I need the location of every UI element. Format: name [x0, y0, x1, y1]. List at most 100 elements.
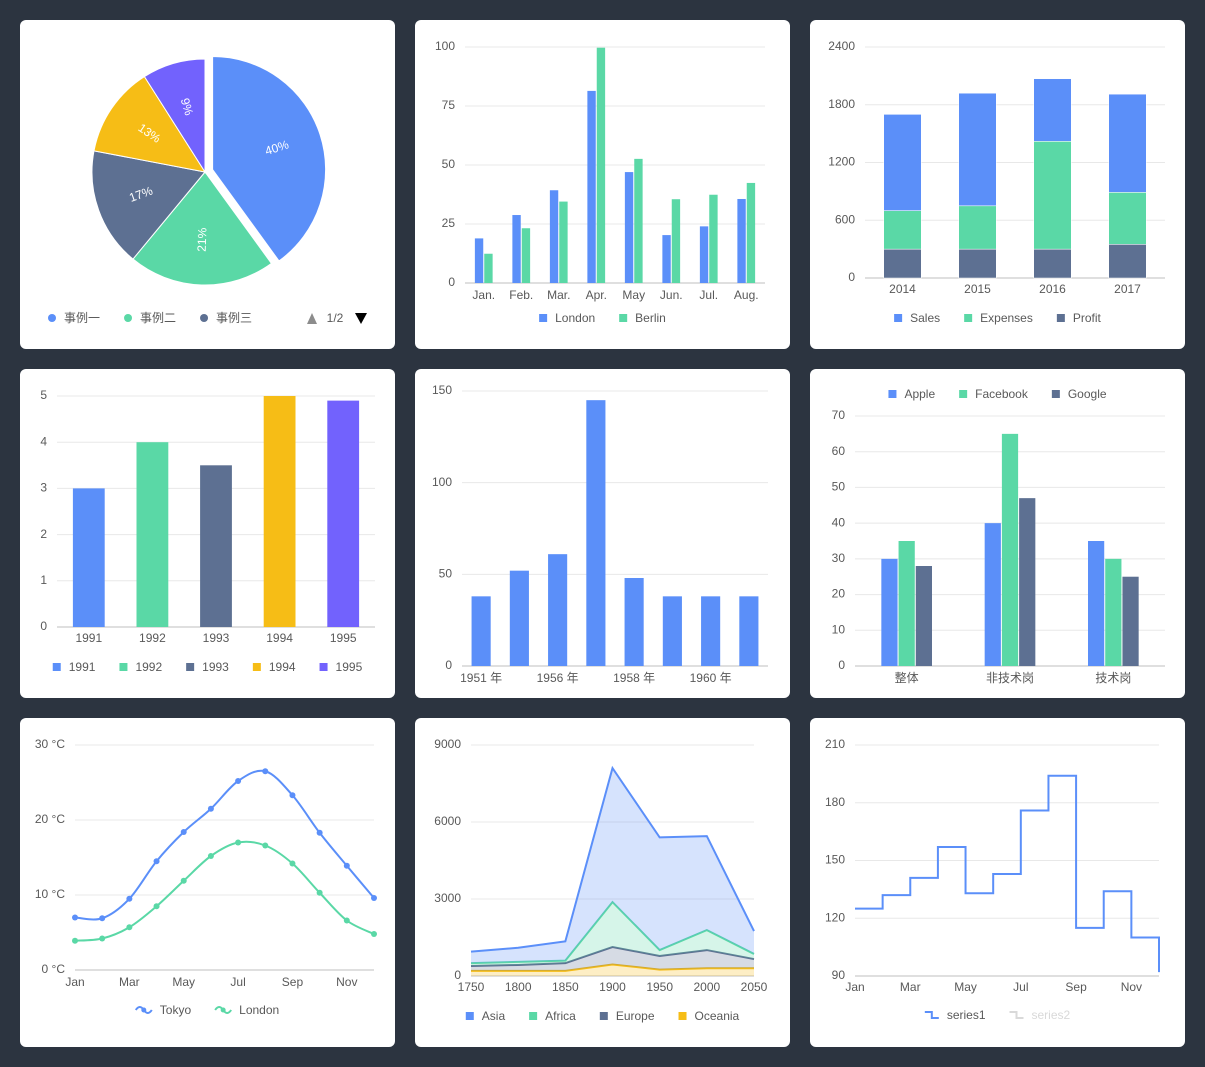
y-tick-label: 20 °C — [35, 812, 65, 826]
x-tick-label: Apr. — [586, 288, 607, 302]
line — [74, 840, 375, 942]
chart-card: 1/2 40%21%17%13%9%事例一 事例二 事例三 — [20, 20, 395, 349]
bar — [915, 566, 932, 666]
x-tick-label: May — [172, 975, 195, 989]
point — [180, 877, 187, 884]
bar — [709, 194, 718, 283]
x-tick-label: 1950 — [646, 980, 673, 994]
legend-label: London — [555, 311, 595, 325]
area-line — [470, 765, 755, 953]
legend-item: Africa — [529, 1009, 576, 1023]
chart-card: 0 3000 6000 9000 1750 1800 1850 1900 1950 2000 205… — [415, 718, 790, 1047]
x-tick-label: Nov — [1121, 980, 1142, 994]
legend-marker — [52, 663, 61, 671]
line — [74, 769, 375, 921]
bar — [737, 198, 746, 283]
legend-page-next[interactable] — [355, 313, 367, 324]
bar — [1088, 541, 1105, 666]
legend-label: Sales — [910, 311, 940, 325]
bar — [958, 248, 997, 279]
x-tick-label: 非技术岗 — [986, 671, 1034, 685]
bar — [1108, 93, 1147, 193]
bar — [1019, 498, 1036, 666]
y-tick-label: 0 — [848, 270, 855, 284]
point — [72, 937, 78, 944]
x-tick-label: May — [622, 288, 645, 302]
legend-item: Apple — [888, 387, 935, 401]
x-tick-label: 1992 — [139, 631, 166, 645]
y-tick-label: 2 — [40, 527, 47, 541]
y-tick-label: 2400 — [828, 39, 855, 53]
x-tick-label: 1993 — [203, 631, 230, 645]
bar — [596, 47, 606, 283]
x-tick-label: 2016 — [1039, 282, 1066, 296]
bar — [200, 465, 232, 627]
legend-marker — [888, 390, 897, 398]
x-tick-label: 1994 — [266, 631, 293, 645]
chart-card: 0 600 1200 1800 2400 2014 2015 2016 2017 Sales Exp… — [810, 20, 1185, 349]
y-tick-label: 90 — [832, 968, 846, 982]
bar — [471, 596, 491, 666]
legend-label: series1 — [947, 1008, 986, 1022]
line — [855, 774, 1160, 973]
y-tick-label: 1 — [40, 573, 47, 587]
bar — [587, 90, 596, 283]
bar — [559, 201, 568, 283]
legend-page-prev[interactable] — [307, 313, 317, 324]
x-tick-label: 2014 — [889, 282, 916, 296]
bar — [327, 400, 360, 627]
bar — [72, 488, 105, 627]
legend-label: Profit — [1073, 311, 1102, 325]
x-tick-label: Jul. — [699, 288, 718, 302]
y-tick-label: 25 — [442, 216, 456, 230]
legend-item: series1 — [924, 1008, 986, 1022]
bar — [662, 235, 671, 283]
bar — [634, 158, 643, 283]
legend-label: Google — [1068, 387, 1107, 401]
x-tick-label: 整体 — [895, 670, 919, 685]
x-tick-label: 1956 年 — [537, 671, 579, 685]
y-tick-label: 100 — [435, 39, 455, 53]
y-tick-label: 3000 — [434, 891, 461, 905]
legend-marker — [894, 314, 903, 322]
legend-label: 1992 — [135, 660, 162, 674]
y-tick-label: 1200 — [828, 155, 855, 169]
legend-item: 1991 — [52, 660, 96, 674]
bar — [883, 248, 922, 279]
legend-item: Europe — [599, 1009, 655, 1023]
bar — [136, 442, 169, 627]
legend-item: 事例二 — [124, 311, 176, 325]
legend-label: Africa — [545, 1009, 576, 1023]
x-tick-label: Jan — [65, 975, 84, 989]
legend-marker — [1009, 1011, 1024, 1019]
bar — [1105, 558, 1122, 666]
x-tick-label: 2015 — [964, 282, 991, 296]
legend-marker — [924, 1011, 939, 1019]
legend-marker — [529, 1012, 538, 1020]
legend-marker — [1051, 390, 1060, 398]
bar — [739, 596, 759, 666]
y-tick-label: 0 — [454, 968, 461, 982]
legend-item: 1992 — [119, 660, 162, 674]
legend-item: Facebook — [959, 387, 1029, 401]
bar — [671, 199, 681, 283]
bar — [1108, 244, 1147, 279]
bar — [1033, 78, 1072, 142]
y-tick-label: 210 — [825, 737, 845, 751]
bar — [1033, 248, 1072, 279]
bar — [512, 215, 521, 283]
bar — [1122, 576, 1139, 666]
x-tick-label: Jan — [845, 980, 864, 994]
x-tick-label: 1750 — [458, 980, 485, 994]
bar — [662, 596, 682, 666]
y-tick-label: 1800 — [828, 97, 855, 111]
bar — [263, 396, 296, 627]
point — [180, 829, 187, 835]
x-tick-label: Aug. — [734, 288, 759, 302]
point — [371, 895, 377, 901]
legend-label: Europe — [616, 1009, 655, 1023]
legend-item: Berlin — [619, 311, 666, 325]
legend-item: series2 — [1009, 1008, 1071, 1022]
legend-label: 1991 — [69, 660, 96, 674]
